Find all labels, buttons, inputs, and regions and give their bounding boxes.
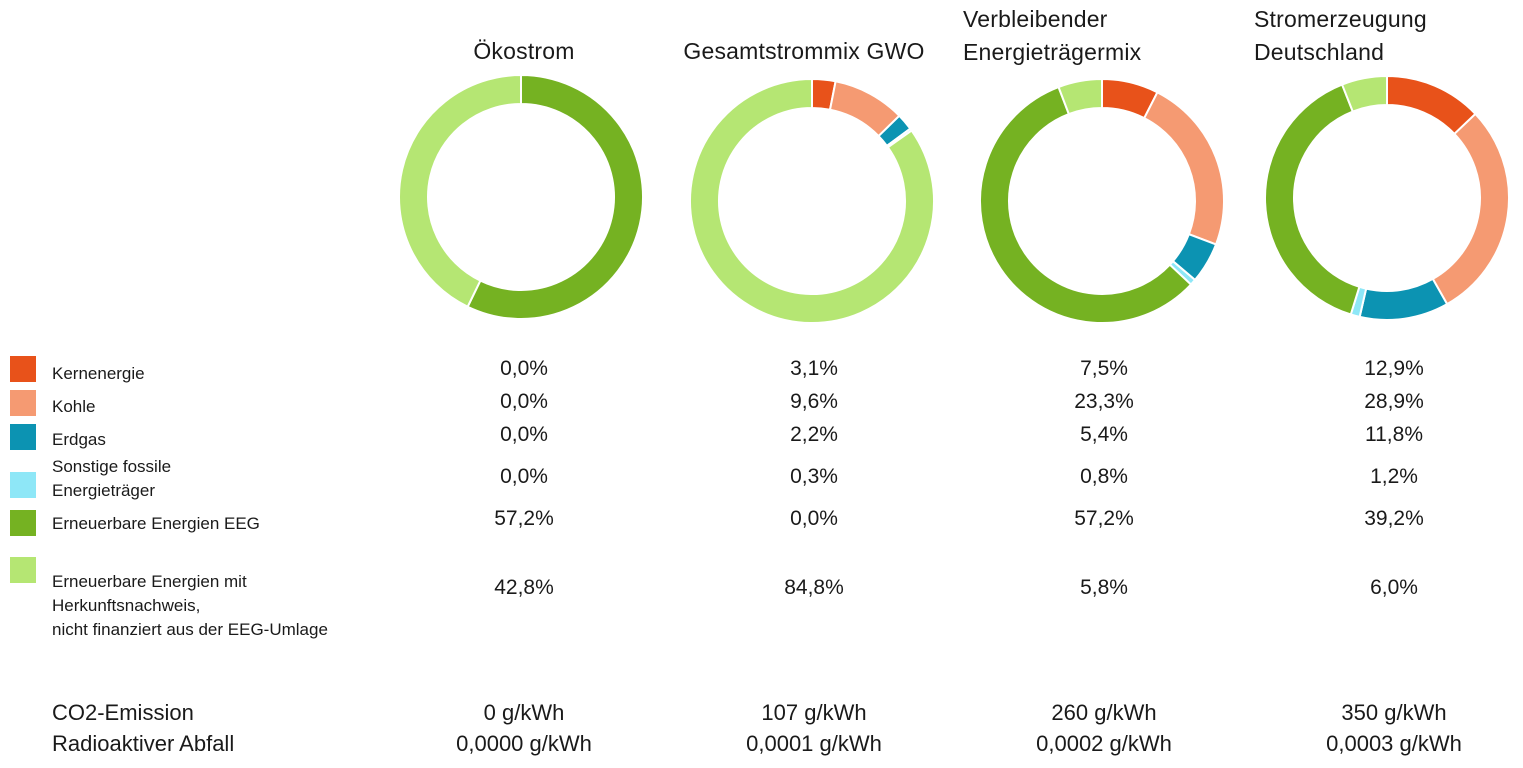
- donut-slice-3-eeg: [978, 85, 1193, 325]
- donut-slice-4-erdgas: [1358, 277, 1449, 321]
- chart-title-verbleibend: Verbleibender Energieträgermix: [963, 6, 1142, 65]
- waste-value-col3: 0,0002 g/kWh: [1036, 731, 1172, 756]
- co2-label: CO2-Emission: [52, 700, 194, 725]
- co2-value-col4: 350 g/kWh: [1341, 700, 1447, 725]
- donut-slice-2-hkn: [689, 77, 935, 324]
- chart-title-oekostrom: Ökostrom: [473, 38, 575, 64]
- legend-label-hkn: Erneuerbare Energien mit Herkunftsnachwei…: [52, 572, 328, 639]
- legend-label-eeg: Erneuerbare Energien EEG: [52, 514, 260, 533]
- value-kohle-col2: 9,6%: [790, 390, 838, 413]
- value-hkn-col4: 6,0%: [1370, 576, 1418, 599]
- waste-value-col2: 0,0001 g/kWh: [746, 731, 882, 756]
- legend-swatch-eeg: [10, 510, 36, 536]
- donut-slice-4-kohle: [1431, 112, 1510, 306]
- value-erdgas-col4: 11,8%: [1365, 423, 1423, 446]
- waste-value-col4: 0,0003 g/kWh: [1326, 731, 1462, 756]
- legend-swatch-kernenergie: [10, 356, 36, 382]
- donut-slice-3-hkn: [1057, 77, 1103, 116]
- co2-value-col1: 0 g/kWh: [483, 700, 565, 725]
- value-sonstige-col1: 0,0%: [500, 465, 548, 488]
- value-sonstige-col2: 0,3%: [790, 465, 838, 488]
- donut-slice-1-eeg: [466, 73, 645, 320]
- value-sonstige-col4: 1,2%: [1370, 465, 1418, 488]
- value-eeg-col4: 39,2%: [1364, 507, 1424, 530]
- donut-slice-1-hkn: [398, 73, 522, 309]
- value-kernenergie-col1: 0,0%: [500, 357, 548, 380]
- value-erdgas-col2: 2,2%: [790, 423, 838, 446]
- value-kernenergie-col3: 7,5%: [1080, 357, 1128, 380]
- co2-value-col3: 260 g/kWh: [1051, 700, 1157, 725]
- value-eeg-col2: 0,0%: [790, 507, 838, 530]
- waste-label: Radioaktiver Abfall: [52, 731, 235, 756]
- legend-label-kohle: Kohle: [52, 397, 96, 416]
- value-kohle-col3: 23,3%: [1074, 390, 1134, 413]
- donut-slice-3-kohle: [1142, 90, 1226, 246]
- value-kernenergie-col2: 3,1%: [790, 357, 838, 380]
- value-erdgas-col3: 5,4%: [1080, 423, 1128, 446]
- legend-swatch-erdgas: [10, 424, 36, 450]
- value-eeg-col1: 57,2%: [494, 507, 554, 530]
- waste-value-col1: 0,0000 g/kWh: [456, 731, 592, 756]
- value-kohle-col4: 28,9%: [1364, 390, 1424, 413]
- legend-label-erdgas: Erdgas: [52, 430, 106, 449]
- value-hkn-col1: 42,8%: [494, 576, 554, 599]
- legend-label-sonstige: Sonstige fossile Energieträger: [52, 457, 172, 500]
- donut-slice-4-eeg: [1264, 83, 1361, 316]
- chart-title-gesamtstrommix: Gesamtstrommix GWO: [683, 38, 925, 64]
- legend-label-kernenergie: Kernenergie: [52, 364, 145, 383]
- value-hkn-col3: 5,8%: [1080, 576, 1128, 599]
- co2-value-col2: 107 g/kWh: [761, 700, 867, 725]
- chart-title-deutschland: Stromerzeugung Deutschland: [1254, 6, 1427, 65]
- legend-swatch-hkn: [10, 557, 36, 583]
- value-hkn-col2: 84,8%: [784, 576, 844, 599]
- value-sonstige-col3: 0,8%: [1080, 465, 1128, 488]
- donut-charts: [398, 73, 1510, 325]
- legend-swatch-kohle: [10, 390, 36, 416]
- legend-swatch-sonstige: [10, 472, 36, 498]
- value-kohle-col1: 0,0%: [500, 390, 548, 413]
- donut-slice-4-hkn: [1340, 74, 1388, 113]
- value-kernenergie-col4: 12,9%: [1364, 357, 1424, 380]
- value-erdgas-col1: 0,0%: [500, 423, 548, 446]
- value-eeg-col3: 57,2%: [1074, 507, 1134, 530]
